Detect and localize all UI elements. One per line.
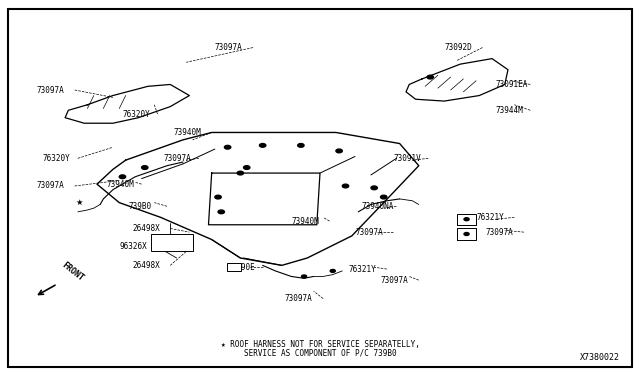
- Text: X7380022: X7380022: [579, 353, 620, 362]
- Text: 73092D: 73092D: [444, 43, 472, 52]
- Circle shape: [464, 232, 469, 235]
- Text: 73097A: 73097A: [36, 182, 64, 190]
- Circle shape: [336, 149, 342, 153]
- Text: 73097A: 73097A: [164, 154, 191, 163]
- Text: 73940NA: 73940NA: [362, 202, 394, 211]
- Circle shape: [119, 175, 125, 179]
- Text: 739B0: 739B0: [129, 202, 152, 211]
- Text: 73097A: 73097A: [285, 294, 313, 303]
- Text: ★: ★: [76, 198, 83, 207]
- Text: 73940M: 73940M: [291, 217, 319, 225]
- Text: 73097A: 73097A: [36, 86, 64, 94]
- Text: 73940M: 73940M: [173, 128, 201, 137]
- Circle shape: [237, 171, 244, 175]
- Bar: [151, 234, 193, 251]
- Bar: [227, 263, 241, 271]
- Circle shape: [218, 210, 225, 214]
- Text: 73944M: 73944M: [495, 106, 523, 115]
- Text: 73091EA: 73091EA: [495, 80, 527, 89]
- Circle shape: [464, 218, 469, 221]
- Text: 26498X: 26498X: [132, 224, 160, 233]
- Text: 73090E: 73090E: [228, 263, 255, 272]
- Text: 73097A: 73097A: [381, 276, 408, 285]
- Text: 73097A: 73097A: [215, 43, 243, 52]
- Text: 76320Y: 76320Y: [122, 109, 150, 119]
- Text: ★ ROOF HARNESS NOT FOR SERVICE SEPARATELLY,: ★ ROOF HARNESS NOT FOR SERVICE SEPARATEL…: [221, 340, 419, 349]
- Circle shape: [215, 195, 221, 199]
- Text: 96326X: 96326X: [119, 243, 147, 251]
- Circle shape: [259, 144, 266, 147]
- Text: 76321Y: 76321Y: [476, 213, 504, 222]
- Text: SERVICE AS COMPONENT OF P/C 739B0: SERVICE AS COMPONENT OF P/C 739B0: [244, 349, 396, 357]
- Text: 73097A: 73097A: [486, 228, 513, 237]
- Circle shape: [225, 145, 231, 149]
- Text: 26498X: 26498X: [132, 261, 160, 270]
- Circle shape: [427, 75, 433, 79]
- Circle shape: [141, 166, 148, 169]
- Text: 76320Y: 76320Y: [43, 154, 70, 163]
- Circle shape: [301, 275, 307, 278]
- Text: 73940M: 73940M: [106, 180, 134, 189]
- Text: FRONT: FRONT: [60, 260, 85, 283]
- Text: 73097A: 73097A: [355, 228, 383, 237]
- Circle shape: [244, 166, 250, 169]
- Circle shape: [371, 186, 378, 190]
- Circle shape: [298, 144, 304, 147]
- Circle shape: [381, 195, 387, 199]
- Text: 76321Y: 76321Y: [349, 264, 376, 273]
- Text: 73091V: 73091V: [394, 154, 421, 163]
- Circle shape: [342, 184, 349, 188]
- Circle shape: [330, 269, 335, 272]
